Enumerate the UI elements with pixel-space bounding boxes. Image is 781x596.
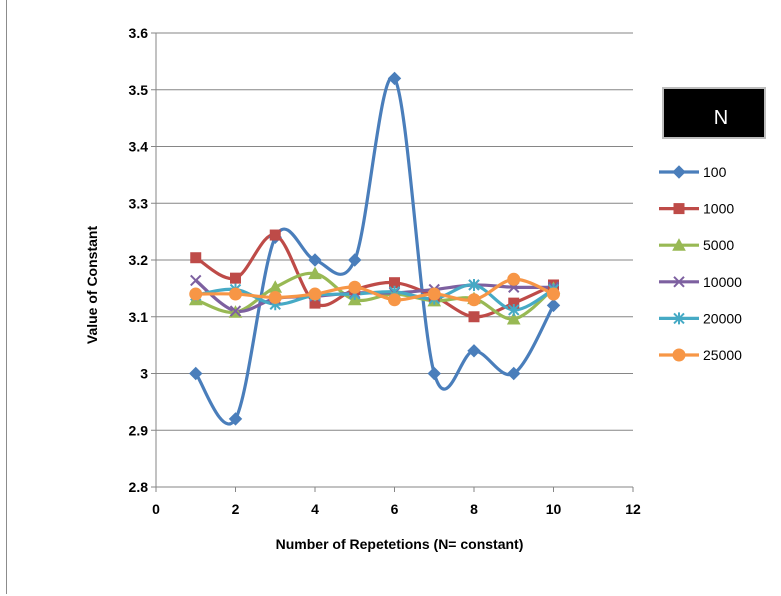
legend-title-box (662, 87, 766, 139)
data-point-25000 (308, 287, 322, 301)
legend-label: 1000 (703, 201, 734, 217)
data-point-25000 (348, 280, 362, 294)
data-point-1000 (230, 272, 241, 284)
series-line-1000 (194, 233, 555, 319)
legend-label: 10000 (703, 274, 742, 290)
legend-swatch-marker (673, 312, 685, 325)
legend-item-10000: 10000 (659, 274, 742, 290)
axes: 2.8 2.9 3 3.1 3.2 3.3 3.4 3.5 3.6 0 2 4 6 8 10 12 (129, 25, 641, 517)
legend-swatch-marker (672, 238, 686, 251)
series-line-100 (194, 75, 555, 426)
data-point-25000 (467, 293, 481, 307)
legend-item-25000: 25000 (659, 347, 742, 363)
series-markers (188, 71, 561, 426)
series-line-25000 (195, 277, 555, 302)
data-point-10000 (229, 305, 242, 317)
x-tick-label: 4 (311, 501, 319, 517)
legend-swatch-marker (673, 203, 685, 215)
series-lines (194, 75, 555, 426)
y-tick-label: 3.2 (129, 252, 149, 268)
y-tick-label: 3.1 (129, 309, 149, 325)
data-point-100 (546, 298, 561, 313)
legend-item-20000: 20000 (659, 310, 742, 326)
data-point-1000 (468, 311, 480, 323)
y-tick-label: 2.9 (129, 422, 149, 438)
data-point-20000 (508, 303, 520, 316)
legend-label: 20000 (703, 310, 742, 326)
y-axis-title: Value of Constant (84, 226, 100, 345)
data-point-25000 (268, 290, 282, 304)
data-point-25000 (229, 287, 242, 301)
y-tick-label: 3 (140, 366, 148, 382)
data-point-5000 (308, 266, 322, 280)
legend: N 100 1000 5000 10000 20000 25000 (659, 87, 766, 363)
gridlines (156, 32, 633, 431)
data-point-100 (228, 412, 243, 426)
data-point-100 (387, 71, 402, 86)
legend-items: 100 1000 5000 10000 20000 25000 (659, 164, 742, 363)
series-line-5000 (195, 271, 555, 321)
data-point-100 (308, 253, 322, 267)
legend-title: N (714, 107, 728, 129)
data-point-25000 (547, 287, 560, 301)
data-point-1000 (190, 252, 202, 264)
x-tick-label: 0 (152, 501, 160, 517)
data-point-25000 (427, 287, 441, 301)
legend-label: 100 (703, 164, 727, 180)
data-point-1000 (269, 229, 281, 241)
data-point-100 (427, 366, 441, 381)
data-point-25000 (388, 293, 401, 307)
y-tick-label: 3.6 (129, 25, 149, 41)
legend-label: 5000 (703, 237, 734, 253)
x-tick-label: 2 (232, 501, 240, 517)
data-point-100 (467, 344, 481, 358)
legend-item-100: 100 (659, 164, 727, 180)
data-point-100 (189, 366, 203, 381)
legend-swatch-marker (673, 276, 685, 288)
legend-swatch-marker (672, 165, 686, 179)
data-point-10000 (190, 274, 202, 287)
legend-label: 25000 (703, 347, 742, 363)
x-tick-label: 6 (391, 501, 399, 517)
legend-swatch-marker (672, 348, 686, 362)
data-point-5000 (506, 311, 521, 325)
data-point-100 (348, 253, 362, 267)
data-point-100 (507, 366, 521, 381)
line-chart: 2.8 2.9 3 3.1 3.2 3.3 3.4 3.5 3.6 0 2 4 6 8 10 12 Numbe… (84, 25, 766, 552)
data-point-25000 (507, 272, 521, 286)
data-point-20000 (468, 278, 480, 291)
x-tick-label: 10 (546, 501, 562, 517)
legend-item-5000: 5000 (659, 237, 734, 253)
y-tick-label: 3.4 (129, 139, 149, 155)
y-tick-label: 3.5 (129, 82, 149, 98)
y-tick-label: 3.3 (129, 195, 149, 211)
data-point-25000 (189, 287, 203, 301)
legend-item-1000: 1000 (659, 201, 734, 217)
chart-frame: 2.8 2.9 3 3.1 3.2 3.3 3.4 3.5 3.6 0 2 4 6 8 10 12 Numbe… (6, 0, 776, 594)
x-tick-label: 8 (470, 501, 478, 517)
y-tick-label: 2.8 (129, 479, 149, 495)
x-tick-label: 12 (625, 501, 641, 517)
x-axis-title: Number of Repetetions (N= constant) (276, 536, 524, 552)
